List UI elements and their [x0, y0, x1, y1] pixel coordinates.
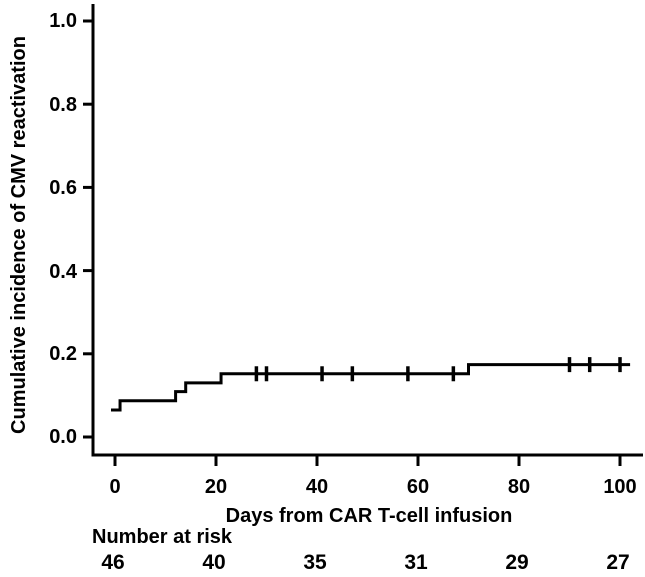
x-tick-label: 0 [109, 476, 121, 498]
y-tick-label: 0.6 [49, 177, 77, 199]
y-tick-label: 0.4 [49, 261, 77, 283]
x-tick-label: 60 [406, 476, 430, 498]
y-tick-label: 0.0 [49, 426, 77, 448]
y-tick-label: 0.2 [49, 343, 77, 365]
y-tick-label: 1.0 [49, 10, 77, 32]
at-risk-count: 46 [101, 551, 125, 574]
at-risk-count: 27 [606, 551, 630, 574]
y-axis-title: Cumulative incidence of CMV reactivation [8, 36, 30, 434]
x-tick-label: 80 [507, 476, 531, 498]
at-risk-count: 40 [202, 551, 226, 574]
at-risk-count: 29 [505, 551, 529, 574]
y-tick-label: 0.8 [49, 94, 77, 116]
number-at-risk-label: Number at risk [92, 526, 233, 548]
x-tick-label: 100 [603, 476, 637, 498]
at-risk-count: 35 [303, 551, 327, 574]
x-tick-label: 40 [305, 476, 329, 498]
at-risk-count: 31 [404, 551, 428, 574]
x-axis-title: Days from CAR T-cell infusion [225, 505, 513, 527]
cmv-incidence-step-curve [111, 363, 631, 412]
x-tick-label: 20 [204, 476, 228, 498]
